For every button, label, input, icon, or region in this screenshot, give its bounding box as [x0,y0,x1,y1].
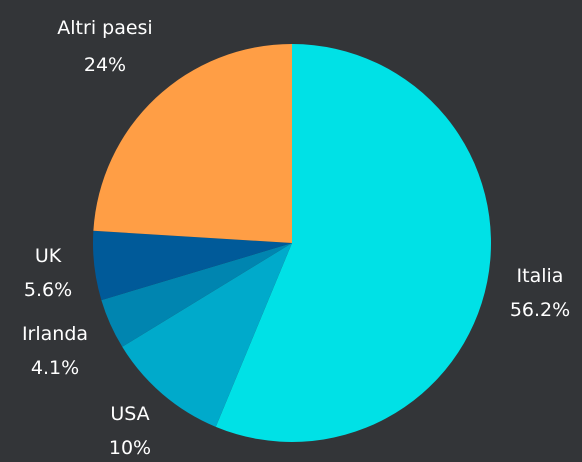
slice-label-usa: USA [110,403,149,425]
pie-slice-uk [92,230,293,301]
slice-value-usa: 10% [109,437,151,459]
pie-slice-italia [215,44,492,443]
slice-value-italia: 56.2% [510,299,570,321]
slice-value-altri-paesi: 24% [84,54,126,76]
pie-slice-irlanda [101,243,292,347]
pie-slice-usa [122,243,292,427]
slice-label-italia: Italia [517,265,564,287]
slice-value-irlanda: 4.1% [31,357,79,379]
pie-slices [92,44,492,443]
pie-slice-altri-paesi [93,44,293,243]
slice-label-irlanda: Irlanda [22,323,88,345]
slice-label-altri-paesi: Altri paesi [57,17,152,39]
slice-label-uk: UK [35,245,62,267]
slice-value-uk: 5.6% [24,279,72,301]
slice-labels: Italia 56.2% USA 10% Irlanda 4.1% UK 5.6% Altri … [22,17,570,459]
